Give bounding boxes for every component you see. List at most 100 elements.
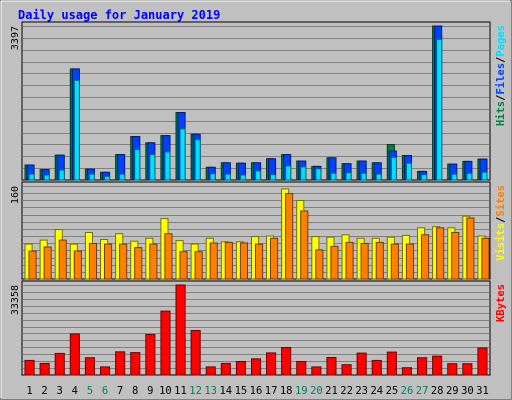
bar-pages-day-3 (58, 169, 65, 181)
bar-sites-day-19 (300, 210, 309, 280)
x-tick-label: 1 (26, 385, 32, 397)
panel-visits: 160 Visits/Sites (10, 181, 507, 280)
bar-kbytes-day-1 (24, 359, 35, 376)
bar-pages-day-18 (285, 165, 292, 181)
x-tick-label: 5 (87, 385, 93, 397)
x-tick-label: 15 (235, 385, 248, 397)
legend-text: Hits/Files/Pages (495, 25, 507, 126)
legend-text: Visits/Sites (495, 185, 507, 261)
legend-entry-hits: Hits (495, 101, 507, 126)
x-tick-label: 12 (189, 385, 202, 397)
bar-sites-day-30 (466, 217, 475, 280)
x-tick-label: 8 (132, 385, 138, 397)
bar-pages-day-20 (315, 168, 322, 181)
bar-kbytes-day-4 (69, 333, 80, 376)
x-tick-label: 7 (117, 385, 123, 397)
x-tick-label: 25 (386, 385, 399, 397)
x-tick-label: 4 (72, 385, 78, 397)
bar-kbytes-day-5 (84, 357, 96, 376)
bar-pages-day-26 (405, 162, 412, 181)
bar-sites-day-7 (119, 243, 128, 280)
x-tick-label: 27 (416, 385, 429, 397)
bar-pages-day-1 (28, 173, 35, 181)
bar-pages-day-23 (360, 172, 367, 181)
bar-kbytes-day-29 (447, 363, 458, 376)
legend-entry-files: Files (495, 63, 507, 95)
bar-kbytes-day-30 (462, 363, 473, 376)
x-tick-label: 10 (159, 385, 172, 397)
x-tick-label: 29 (446, 385, 459, 397)
panel-hits-max-label: 3397 (10, 26, 21, 50)
panel-kbytes: 33358 KBytes (10, 280, 507, 376)
bar-sites-day-25 (390, 243, 399, 280)
chart-title: Daily usage for January 2019 (18, 8, 220, 22)
bar-sites-day-26 (405, 243, 414, 280)
bar-pages-day-27 (421, 174, 428, 181)
bar-sites-day-11 (179, 251, 188, 280)
bar-pages-day-9 (149, 154, 156, 181)
legend-entry-pages: Pages (495, 25, 507, 57)
bar-kbytes-day-16 (251, 358, 262, 376)
bar-sites-day-18 (285, 193, 294, 280)
bar-sites-day-10 (164, 233, 173, 280)
panel-hits-background (21, 21, 491, 181)
bar-sites-day-15 (239, 242, 248, 280)
bar-pages-day-25 (390, 156, 397, 181)
bar-pages-day-30 (466, 172, 473, 181)
bar-pages-day-22 (345, 172, 352, 181)
bar-kbytes-day-12 (190, 330, 201, 376)
x-tick-label: 28 (431, 385, 444, 397)
bar-pages-day-29 (451, 173, 458, 181)
bar-kbytes-day-26 (401, 367, 412, 376)
bar-sites-day-16 (255, 243, 264, 280)
bar-kbytes-day-20 (311, 366, 322, 376)
x-tick-label: 13 (204, 385, 217, 397)
x-tick-label: 16 (250, 385, 263, 397)
x-tick-label: 26 (401, 385, 414, 397)
bar-kbytes-day-21 (326, 357, 337, 376)
panel-hits-legend: Hits/Files/Pages (495, 25, 507, 126)
bar-kbytes-day-22 (341, 364, 352, 376)
bar-pages-day-17 (270, 174, 277, 181)
bar-kbytes-day-19 (296, 361, 307, 376)
bar-sites-day-21 (330, 245, 339, 280)
x-tick-label: 21 (325, 385, 338, 397)
panel-visits-legend: Visits/Sites (495, 185, 507, 261)
x-tick-label: 3 (57, 385, 63, 397)
legend-separator: / (495, 217, 507, 223)
bar-sites-day-9 (149, 243, 158, 280)
bar-kbytes-day-7 (115, 351, 126, 376)
panel-visits-max-label: 160 (10, 186, 21, 204)
bar-sites-day-28 (436, 227, 445, 280)
bar-sites-day-14 (224, 241, 233, 280)
bar-kbytes-day-11 (175, 284, 186, 376)
bar-kbytes-day-2 (39, 362, 50, 376)
x-tick-label: 20 (310, 385, 323, 397)
bar-pages-day-31 (481, 171, 488, 181)
bar-pages-day-16 (255, 170, 262, 181)
legend-separator: / (495, 57, 507, 63)
bar-sites-day-23 (360, 243, 369, 280)
bar-kbytes-day-24 (371, 359, 382, 376)
bar-pages-day-11 (179, 128, 186, 181)
x-tick-label: 11 (174, 385, 187, 397)
bar-sites-day-31 (481, 237, 490, 280)
x-tick-label: 9 (147, 385, 153, 397)
bar-kbytes-day-31 (477, 347, 488, 376)
bar-kbytes-day-14 (220, 362, 231, 376)
x-tick-label: 18 (280, 385, 293, 397)
panel-kbytes-legend: KBytes (495, 284, 507, 322)
legend-entry-visits: Visits (495, 223, 507, 261)
bar-pages-day-6 (104, 175, 111, 181)
bar-sites-day-22 (345, 241, 354, 280)
bar-sites-day-6 (104, 243, 113, 280)
x-tick-label: 6 (102, 385, 108, 397)
bar-pages-day-15 (239, 174, 246, 181)
x-tick-label: 30 (461, 385, 474, 397)
x-tick-label: 24 (370, 385, 383, 397)
bar-sites-day-17 (270, 237, 279, 280)
bar-kbytes-day-6 (100, 366, 111, 376)
bar-pages-day-12 (194, 139, 201, 181)
